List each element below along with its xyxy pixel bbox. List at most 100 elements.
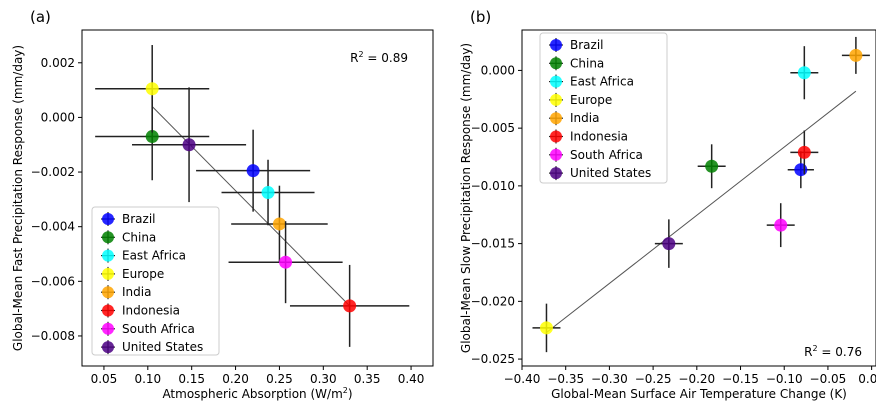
x-axis-label: Global-Mean Surface Air Temperature Chan… — [551, 387, 847, 401]
legend: Brazil China East Africa Europe India Indones… — [539, 32, 668, 184]
legend-marker — [550, 57, 562, 70]
y-tick-label: 0.000 — [41, 110, 75, 124]
data-point — [145, 130, 159, 144]
plot-frame — [81, 29, 434, 367]
legend-label: India — [570, 111, 599, 125]
x-tick-label: −0.20 — [678, 372, 715, 386]
legend-marker — [102, 341, 114, 354]
data-point — [705, 159, 719, 173]
r-squared-annotation: R2 = 0.76 — [804, 344, 862, 359]
x-tick-label: 0.25 — [266, 372, 293, 386]
x-axis-label-end: ) — [348, 387, 353, 401]
legend-label: South Africa — [570, 148, 643, 162]
legend-label: United States — [122, 340, 203, 354]
legend-marker — [102, 304, 114, 317]
x-tick-label: 0.20 — [222, 372, 249, 386]
legend-label: East Africa — [122, 249, 186, 263]
data-point — [797, 145, 811, 159]
legend-label: China — [570, 56, 604, 70]
chart-panel-a: (a) 0.05 0.10 0.15 0.20 0.25 0.30 0.35 0.40 0.002… — [11, 8, 434, 401]
legend-label: United States — [570, 166, 651, 180]
legend-label: Brazil — [570, 38, 604, 52]
y-tick-label: −0.004 — [31, 220, 75, 234]
data-point — [279, 255, 293, 269]
data-point — [261, 186, 275, 200]
plot-frame — [521, 29, 876, 367]
legend-marker — [102, 249, 114, 262]
legend-marker — [550, 148, 562, 161]
data-point — [774, 218, 788, 232]
data-point — [343, 299, 357, 313]
data-point — [182, 138, 196, 152]
data-point — [794, 163, 808, 177]
data-point — [145, 82, 159, 96]
data-point — [797, 66, 811, 80]
legend-marker — [102, 267, 114, 280]
legend-label: Indonesia — [122, 304, 180, 318]
r-squared-annotation: R2 = 0.89 — [350, 50, 408, 65]
legend-marker — [550, 93, 562, 106]
y-tick-label: 0.002 — [41, 56, 75, 70]
legend-box — [91, 206, 220, 356]
legend-box — [539, 32, 668, 184]
data-point — [272, 217, 286, 231]
y-tick-label: −0.025 — [471, 352, 515, 366]
legend-marker — [550, 167, 562, 180]
legend-marker — [102, 286, 114, 299]
legend-label: Europe — [570, 93, 612, 107]
y-tick-label: −0.006 — [31, 274, 75, 288]
legend-marker — [550, 39, 562, 51]
x-axis-label-superscript: 2 — [343, 386, 348, 395]
data-point — [849, 48, 863, 62]
legend-label: Indonesia — [570, 130, 628, 144]
y-tick-label: −0.015 — [471, 237, 515, 251]
x-tick-label: −0.30 — [591, 372, 628, 386]
legend-marker — [550, 112, 562, 125]
x-tick-label: −0.10 — [766, 372, 803, 386]
x-tick-label: 0.05 — [91, 372, 118, 386]
r-squared-value: = 0.76 — [818, 345, 862, 359]
legend-label: East Africa — [570, 75, 634, 89]
data-point — [539, 321, 553, 335]
y-axis-label: Global-Mean Slow Precipitation Response … — [459, 43, 473, 353]
x-tick-label: 0.35 — [354, 372, 381, 386]
legend-marker — [550, 130, 562, 143]
r-squared-superscript: 2 — [359, 50, 364, 59]
panel-label: (b) — [470, 8, 491, 26]
legend-label: Brazil — [122, 212, 156, 226]
x-tick-label: −0.25 — [635, 372, 672, 386]
panel-label: (a) — [30, 8, 51, 26]
x-tick-label: 0.30 — [310, 372, 337, 386]
y-tick-label: −0.020 — [471, 294, 515, 308]
x-tick-label: 0.00 — [858, 372, 876, 386]
data-point — [662, 237, 676, 251]
y-axis-label: Global-Mean Fast Precipitation Response … — [11, 45, 25, 351]
x-tick-label: −0.15 — [722, 372, 759, 386]
legend-label: India — [122, 285, 151, 299]
data-point — [246, 164, 260, 178]
legend-label: South Africa — [122, 322, 195, 336]
x-tick-label: 0.10 — [134, 372, 161, 386]
r-squared-superscript: 2 — [813, 344, 818, 353]
chart-panel-b: (b) −0.40 −0.35 −0.30 −0.25 −0.20 −0.15 −0.10 −0… — [459, 8, 876, 401]
r-squared-value: = 0.89 — [364, 51, 408, 65]
x-tick-label: −0.35 — [547, 372, 584, 386]
legend-marker — [550, 75, 562, 88]
y-tick-label: 0.000 — [481, 63, 515, 77]
x-tick-label: 0.15 — [178, 372, 205, 386]
x-tick-label: −0.40 — [504, 372, 541, 386]
legend-label: Europe — [122, 267, 164, 281]
x-axis-label: Atmospheric Absorption (W/m2) — [162, 386, 352, 401]
y-tick-label: −0.002 — [31, 165, 75, 179]
legend: Brazil China East Africa Europe India Indones… — [91, 206, 220, 356]
x-tick-label: 0.40 — [398, 372, 425, 386]
legend-label: China — [122, 230, 156, 244]
legend-marker — [102, 322, 114, 335]
y-tick-label: −0.010 — [471, 179, 515, 193]
y-tick-label: −0.005 — [471, 121, 515, 135]
x-tick-label: −0.05 — [810, 372, 847, 386]
legend-marker — [102, 213, 114, 225]
legend-marker — [102, 231, 114, 244]
y-tick-label: −0.008 — [31, 329, 75, 343]
